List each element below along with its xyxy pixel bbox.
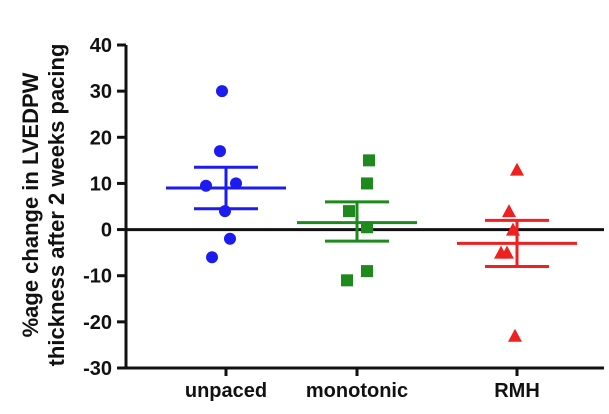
y-tick-label: 40 <box>90 35 112 57</box>
data-point <box>224 232 236 245</box>
data-point <box>343 205 355 218</box>
data-point <box>200 179 212 192</box>
data-point <box>361 265 373 278</box>
data-point <box>500 245 514 259</box>
data-point <box>361 221 373 234</box>
y-axis-title-line-2: thickness after 2 weeks pacing <box>44 44 69 367</box>
data-point <box>341 274 353 287</box>
data-point <box>216 85 228 98</box>
data-point <box>502 204 516 218</box>
data-point <box>361 177 373 190</box>
data-point <box>510 162 524 176</box>
series-monotonic <box>297 154 417 287</box>
y-tick-label: 0 <box>101 220 112 242</box>
y-axis-title-line-1: %age change in LVEDPW <box>18 72 43 337</box>
data-point <box>506 222 520 236</box>
y-tick-label: -10 <box>83 266 112 288</box>
x-tick-label: monotonic <box>306 380 408 402</box>
y-tick-label: -30 <box>83 358 112 380</box>
data-point <box>214 145 226 158</box>
data-point <box>206 251 218 264</box>
data-point <box>508 328 522 342</box>
x-tick-label: unpaced <box>185 380 267 402</box>
y-tick-label: 10 <box>90 173 112 195</box>
y-tick-label: 30 <box>90 81 112 103</box>
y-tick-label: 20 <box>90 127 112 149</box>
data-point <box>230 177 242 190</box>
series-unpaced <box>166 85 286 264</box>
data-point <box>219 205 231 218</box>
data-marks <box>166 85 577 342</box>
y-axis-title: %age change in LVEDPW thickness after 2 … <box>18 44 69 367</box>
data-point <box>363 154 375 167</box>
axes: 40 30 20 10 0 -10 -20 -30 unpaced monotonic RMH <box>83 35 604 402</box>
x-tick-label: RMH <box>494 380 540 402</box>
y-tick-label: -20 <box>83 312 112 334</box>
series-RMH <box>457 162 577 342</box>
